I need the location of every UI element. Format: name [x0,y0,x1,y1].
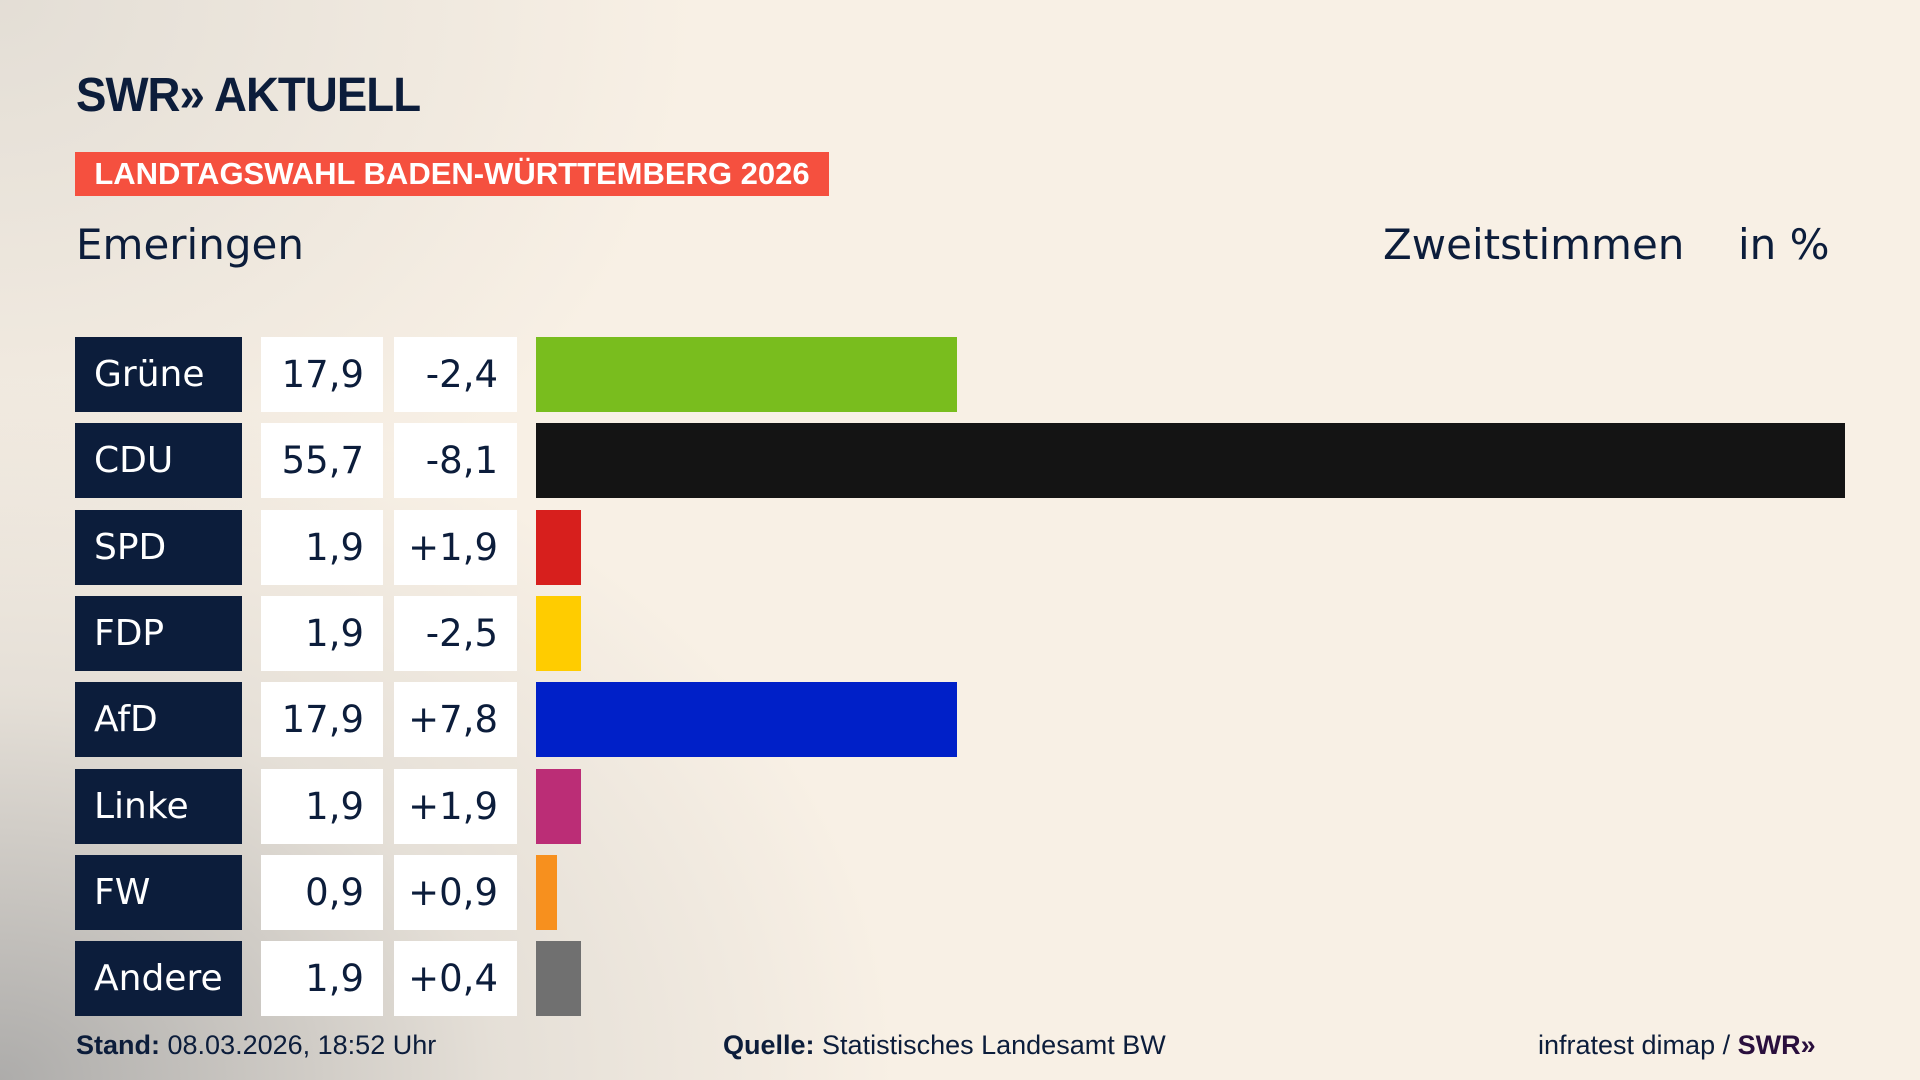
bar [536,854,558,930]
stand-label: Stand: [76,1030,160,1060]
party-label: AfD [75,682,242,758]
value-label: 0,9 [261,854,383,930]
metric-label: Zweitstimmen [1383,220,1685,269]
value-label: 17,9 [261,337,383,412]
source: Quelle: Statistisches Landesamt BW [723,1030,1166,1061]
chart-row: Linke 1,9 +1,9 [0,768,1920,844]
party-label: FDP [75,595,242,671]
chart-row: CDU 55,7 -8,1 [0,423,1920,499]
bar [536,941,581,1017]
swr-logo-small: SWR» [1737,1030,1816,1060]
value-label: 1,9 [261,509,383,585]
stand-value: 08.03.2026, 18:52 Uhr [167,1030,437,1060]
party-label: Andere [75,941,242,1017]
election-banner: LANDTAGSWAHL BADEN-WÜRTTEMBERG 2026 [75,152,829,196]
value-label: 1,9 [261,595,383,671]
source-label: Quelle: [723,1030,815,1060]
change-label: +0,9 [394,854,517,930]
chart-row: FDP 1,9 -2,5 [0,595,1920,671]
change-label: -2,5 [394,595,517,671]
chart-row: SPD 1,9 +1,9 [0,509,1920,585]
bar [536,509,581,585]
value-label: 1,9 [261,941,383,1017]
unit-label: in % [1738,220,1830,269]
bar [536,337,957,412]
place-title: Emeringen [76,220,304,269]
bar [536,768,581,844]
party-label: Grüne [75,337,242,412]
change-label: -8,1 [394,423,517,499]
change-label: +0,4 [394,941,517,1017]
credit-text: infratest dimap / [1538,1030,1731,1060]
party-label: Linke [75,768,242,844]
chart-row: Andere 1,9 +0,4 [0,941,1920,1017]
change-label: +1,9 [394,768,517,844]
value-label: 55,7 [261,423,383,499]
chart-row: AfD 17,9 +7,8 [0,682,1920,758]
change-label: +1,9 [394,509,517,585]
chart-row: FW 0,9 +0,9 [0,854,1920,930]
party-label: CDU [75,423,242,499]
credit: infratest dimap / SWR» [1538,1030,1816,1061]
bar [536,682,957,758]
swr-aktuell-logo: SWR» AKTUELL [76,69,421,122]
party-label: SPD [75,509,242,585]
value-label: 1,9 [261,768,383,844]
bar [536,423,1845,499]
timestamp: Stand: 08.03.2026, 18:52 Uhr [76,1030,436,1061]
value-label: 17,9 [261,682,383,758]
bar [536,595,581,671]
chart-row: Grüne 17,9 -2,4 [0,337,1920,412]
source-value: Statistisches Landesamt BW [822,1030,1166,1060]
change-label: -2,4 [394,337,517,412]
party-label: FW [75,854,242,930]
change-label: +7,8 [394,682,517,758]
